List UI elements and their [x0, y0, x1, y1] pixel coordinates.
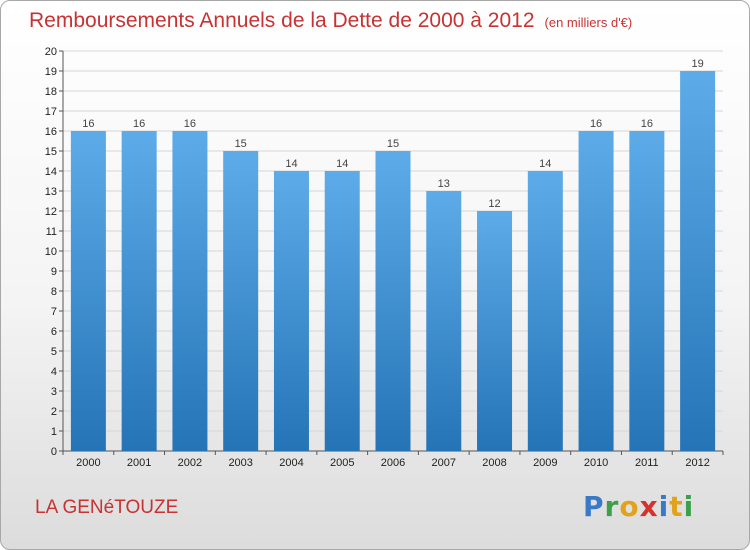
x-tick-label: 2007: [432, 457, 456, 469]
y-tick-label: 7: [51, 306, 57, 318]
y-tick-label: 11: [46, 226, 57, 238]
title-main: Remboursements Annuels de la Dette de 20…: [29, 9, 535, 32]
logo-letter: x: [639, 490, 659, 523]
y-tick-label: 2: [51, 406, 57, 418]
data-label: 16: [133, 118, 145, 130]
y-tick-label: 9: [51, 266, 57, 278]
y-tick-label: 19: [45, 66, 57, 78]
bar: [223, 151, 259, 451]
bar: [375, 151, 411, 451]
bar: [629, 131, 665, 451]
y-tick-label: 17: [45, 106, 57, 118]
x-tick-label: 2000: [76, 457, 100, 469]
x-tick-label: 2005: [330, 457, 354, 469]
x-tick-label: 2001: [127, 457, 151, 469]
data-label: 16: [184, 118, 196, 130]
x-tick-label: 2008: [482, 457, 506, 469]
y-tick-label: 20: [45, 46, 57, 58]
logo-letter: i: [658, 490, 670, 523]
bar: [324, 171, 360, 451]
y-tick-label: 15: [45, 146, 57, 158]
bar: [578, 131, 614, 451]
y-tick-label: 1: [51, 426, 57, 438]
city-name: LA GENéTOUZE: [35, 497, 179, 518]
x-tick-label: 2011: [635, 457, 659, 469]
y-tick-label: 4: [51, 366, 57, 378]
data-label: 14: [336, 158, 348, 170]
data-label: 12: [488, 198, 500, 210]
data-label: 16: [590, 118, 602, 130]
bars: [70, 71, 716, 451]
logo-letter: P: [583, 490, 605, 523]
y-tick-label: 13: [45, 186, 57, 198]
y-tick-label: 18: [45, 86, 57, 98]
data-label: 13: [438, 178, 450, 190]
x-tick-label: 2009: [533, 457, 557, 469]
title-unit: (en milliers d'€): [544, 15, 633, 30]
bar: [70, 131, 106, 451]
y-tick-label: 12: [45, 206, 57, 218]
x-tick-label: 2010: [584, 457, 608, 469]
bar: [426, 191, 462, 451]
bar: [680, 71, 716, 451]
logo-letter: r: [604, 490, 620, 523]
logo-letter: i: [683, 490, 695, 523]
y-tick-label: 16: [45, 126, 57, 138]
y-tick-label: 6: [51, 326, 57, 338]
y-tick-label: 5: [51, 346, 57, 358]
bar: [477, 211, 513, 451]
chart-title: Remboursements Annuels de la Dette de 20…: [29, 9, 632, 33]
labels: 0123456789101112131415161718192020001620…: [45, 46, 710, 469]
bar: [172, 131, 208, 451]
bar: [527, 171, 563, 451]
data-label: 16: [82, 118, 94, 130]
bar: [273, 171, 309, 451]
data-label: 15: [387, 138, 399, 150]
y-tick-label: 0: [51, 446, 57, 458]
x-tick-label: 2002: [178, 457, 202, 469]
logo-letter: t: [669, 490, 684, 523]
y-tick-label: 14: [45, 166, 57, 178]
logo-letter: o: [619, 490, 640, 523]
y-tick-label: 8: [51, 286, 57, 298]
x-tick-label: 2003: [228, 457, 252, 469]
data-label: 15: [235, 138, 247, 150]
proxiti-logo: Proxiti: [583, 490, 694, 523]
x-tick-label: 2012: [685, 457, 709, 469]
y-tick-label: 10: [45, 246, 57, 258]
x-tick-label: 2006: [381, 457, 405, 469]
y-tick-label: 3: [51, 386, 57, 398]
bar: [121, 131, 157, 451]
data-label: 19: [691, 58, 703, 70]
data-label: 14: [285, 158, 297, 170]
data-label: 14: [539, 158, 551, 170]
data-label: 16: [641, 118, 653, 130]
x-tick-label: 2004: [279, 457, 303, 469]
